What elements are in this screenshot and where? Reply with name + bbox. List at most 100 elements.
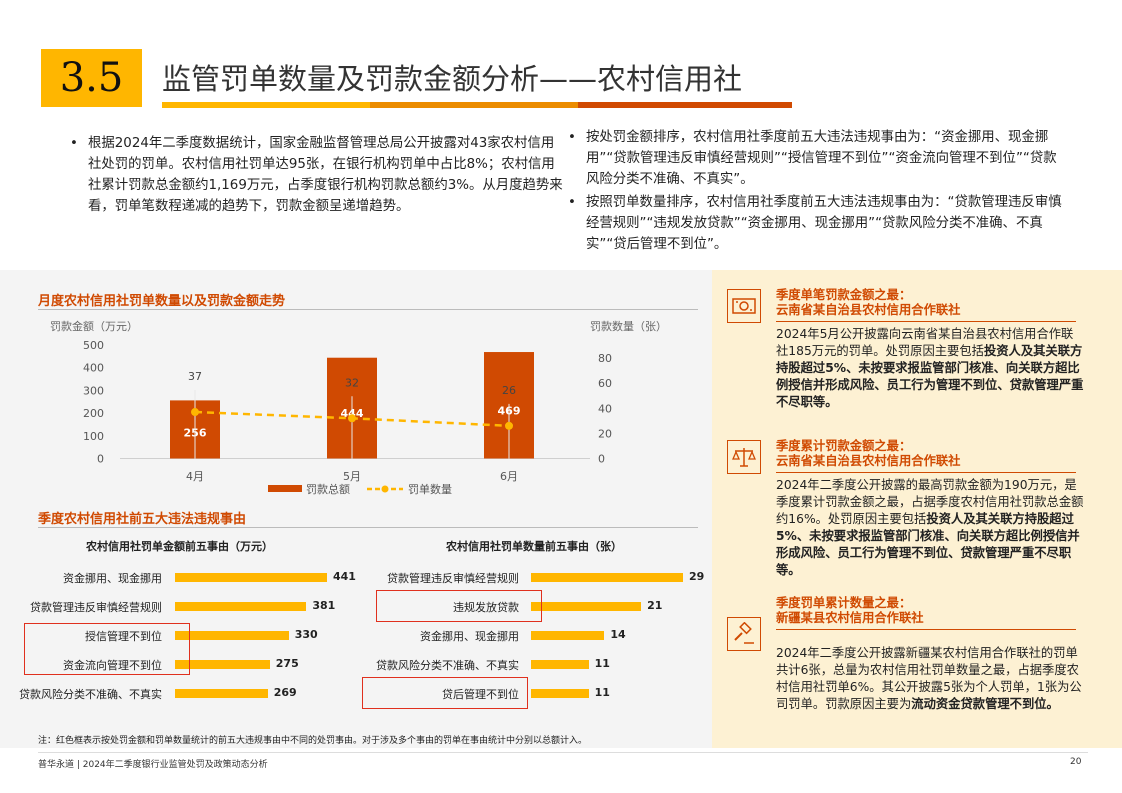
count-point <box>505 421 513 430</box>
hbar-bar <box>175 689 268 698</box>
card-1-text: 2024年5月公开披露向云南省某自治县农村信用合作联社185万元的罚单。处罚原因… <box>776 326 1084 411</box>
hbar-value-label: 441 <box>333 570 356 583</box>
card-3-text-bold: 流动资金贷款管理不到位。 <box>911 697 1059 711</box>
card-2-divider <box>776 472 1076 473</box>
hbar-value-label: 21 <box>647 599 663 612</box>
hbar-category-label: 贷款管理违反审慎经营规则 <box>387 572 519 585</box>
card-1-title-1: 季度单笔罚款金额之最： <box>776 288 912 302</box>
hbar-category-label: 资金挪用、现金挪用 <box>420 630 519 643</box>
card-3-title-1: 季度罚单累计数量之最： <box>776 596 912 610</box>
hbar-bar <box>531 660 589 669</box>
hbar-category-label: 资金流向管理不到位 <box>63 659 162 672</box>
right-tick-label: 0 <box>598 453 605 466</box>
left-tick-label: 300 <box>83 384 104 397</box>
hbar-bar <box>175 573 327 582</box>
title-underline <box>162 102 792 108</box>
left-tick-label: 200 <box>83 407 104 420</box>
count-point <box>191 408 199 417</box>
left-axis-label: 罚款金额（万元） <box>50 320 138 333</box>
top5-section-title: 季度农村信用社前五大违法违规事由 <box>38 512 247 527</box>
right-tick-label: 80 <box>598 352 612 365</box>
bullet-right-1: • 按处罚金额排序，农村信用社季度前五大违法违规事由为：“资金挪用、现金挪用”“… <box>568 127 1066 190</box>
hbar-bar <box>531 573 683 582</box>
legend-line-label: 罚单数量 <box>408 483 452 496</box>
monthly-chart-title-rule <box>38 309 698 310</box>
amount-chart-title: 农村信用社罚单金额前五事由（万元） <box>86 540 273 553</box>
gavel-icon <box>727 617 761 651</box>
hbar-value-label: 275 <box>275 657 299 670</box>
highlight-box-count-2 <box>362 677 528 709</box>
hbar-category-label: 授信管理不到位 <box>85 630 162 643</box>
card-1-text-bold: 投资人及其关联方持股超过5%、未按要求报监管部门核准、向关联方超比例授信并形成风… <box>776 344 1084 409</box>
hbar-value-label: 381 <box>312 599 336 612</box>
bullet-right-2: • 按照罚单数量排序，农村信用社季度前五大违法违规事由为：“贷款管理违反审慎经营… <box>568 192 1066 255</box>
hbar-value-label: 11 <box>594 657 610 670</box>
footer-text: 普华永道 | 2024年二季度银行业监管处罚及政策动态分析 <box>38 760 268 770</box>
x-tick-label: 4月 <box>186 470 204 483</box>
hbar-value-label: 29 <box>689 570 705 583</box>
right-axis-label: 罚款数量（张） <box>590 320 667 333</box>
hbar-category-label: 贷款风险分类不准确、不真实 <box>376 659 519 672</box>
legend-bar-label: 罚款总额 <box>306 483 350 496</box>
x-tick-label: 5月 <box>343 470 361 483</box>
bullet-dot: • <box>568 130 576 145</box>
card-2-text-bold: 投资人及其关联方持股超过5%、未按要求报监管部门核准、向关联方超比例授信并形成风… <box>776 512 1080 577</box>
page-number: 20 <box>1070 757 1082 767</box>
right-tick-label: 20 <box>598 427 612 440</box>
monthly-chart-title: 月度农村信用社罚单数量以及罚款金额走势 <box>38 294 286 309</box>
hbar-value-label: 269 <box>273 686 297 699</box>
hbar-category-label: 资金挪用、现金挪用 <box>63 572 162 585</box>
scale-icon <box>727 440 761 474</box>
legend-bar-swatch <box>268 485 302 492</box>
bullet-left-1: • 根据2024年二季度数据统计，国家金融监督管理总局公开披露对43家农村信用社… <box>70 133 563 217</box>
card-3-title-2: 新疆某县农村信用合作联社 <box>776 611 924 625</box>
count-label: 32 <box>345 376 359 389</box>
hbar-bar <box>531 602 642 611</box>
bullet-text: 根据2024年二季度数据统计，国家金融监督管理总局公开披露对43家农村信用社处罚… <box>88 136 563 214</box>
hbar-bar <box>175 660 270 669</box>
hbar-value-label: 11 <box>594 686 610 699</box>
hbar-category-label: 贷款风险分类不准确、不真实 <box>19 688 162 701</box>
top5-section-rule <box>38 527 698 528</box>
count-point <box>348 414 356 423</box>
x-tick-label: 6月 <box>500 470 518 483</box>
hbar-category-label: 贷后管理不到位 <box>442 688 519 701</box>
card-3-text-plain: 2024年二季度公开披露新疆某农村信用合作联社的罚单共计6张，总量为农村信用社罚… <box>776 646 1082 711</box>
bullet-dot: • <box>70 136 78 151</box>
card-2-text: 2024年二季度公开披露的最高罚款金额为190万元，是季度累计罚款金额之最，占据… <box>776 477 1084 579</box>
right-tick-label: 40 <box>598 402 612 415</box>
hbar-bar <box>531 631 605 640</box>
card-1-divider <box>776 321 1076 322</box>
hbar-bar <box>175 631 289 640</box>
left-tick-label: 500 <box>83 339 104 352</box>
card-2-title-1: 季度累计罚款金额之最： <box>776 439 912 453</box>
hbar-value-label: 14 <box>610 628 626 641</box>
hbar-value-label: 330 <box>294 628 318 641</box>
highlight-box-count-1 <box>376 590 542 622</box>
card-1-title-2: 云南省某自治县农村信用合作联社 <box>776 303 961 317</box>
footer-rule <box>38 752 1088 753</box>
page-title: 监管罚单数量及罚款金额分析——农村信用社 <box>162 62 743 96</box>
count-label: 26 <box>502 384 516 397</box>
count-chart-title: 农村信用社罚单数量前五事由（张） <box>446 540 622 553</box>
count-label: 37 <box>188 370 202 383</box>
left-tick-label: 100 <box>83 430 104 443</box>
bullet-dot: • <box>568 195 576 210</box>
hbar-bar <box>175 602 307 611</box>
footnote: 注：红色框表示按处罚金额和罚单数量统计的前五大违规事由中不同的处罚事由。对于涉及… <box>38 736 588 746</box>
right-tick-label: 60 <box>598 377 612 390</box>
bullet-text: 按处罚金额排序，农村信用社季度前五大违法违规事由为：“资金挪用、现金挪用”“贷款… <box>586 130 1057 187</box>
card-3-text: 2024年二季度公开披露新疆某农村信用合作联社的罚单共计6张，总量为农村信用社罚… <box>776 645 1084 713</box>
highlight-box-amount <box>24 623 190 675</box>
money-icon <box>727 289 761 323</box>
bullet-text: 按照罚单数量排序，农村信用社季度前五大违法违规事由为：“贷款管理违反审慎经营规则… <box>586 195 1062 252</box>
card-2-title-2: 云南省某自治县农村信用合作联社 <box>776 454 961 468</box>
highlights-panel <box>712 270 1122 748</box>
hbar-bar <box>531 689 589 698</box>
card-3-divider <box>776 629 1076 630</box>
left-tick-label: 0 <box>97 453 104 466</box>
hbar-category-label: 违规发放贷款 <box>453 601 519 614</box>
legend-line-swatch <box>367 485 403 493</box>
charts-panel <box>0 270 712 748</box>
